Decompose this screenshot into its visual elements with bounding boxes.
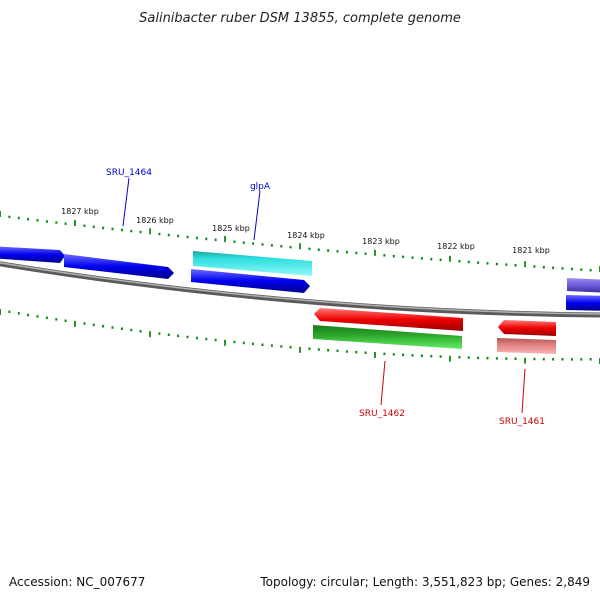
scale-labels: 1827 kbp 1826 kbp 1825 kbp 1824 kbp 1823… xyxy=(61,207,550,255)
scale-label: 1825 kbp xyxy=(212,224,250,233)
scale-label: 1824 kbp xyxy=(287,231,325,240)
reverse-gene-arrow[interactable] xyxy=(498,320,556,336)
gene-label-sru-1462[interactable]: SRU_1462 xyxy=(359,409,405,419)
reverse-gene-arrow[interactable] xyxy=(314,308,463,331)
forward-gene-arrow[interactable] xyxy=(0,246,65,263)
scale-label: 1822 kbp xyxy=(437,242,475,251)
cyan-feature[interactable] xyxy=(193,251,312,276)
label-leader-line xyxy=(521,368,526,414)
forward-gene-arrow[interactable] xyxy=(64,254,174,279)
outer-scale-ticks xyxy=(0,211,600,272)
chromosome-backbone-highlight xyxy=(0,262,600,315)
label-leader-line xyxy=(253,190,261,241)
chromosome-backbone xyxy=(0,261,600,318)
gene-label-sru-1461[interactable]: SRU_1461 xyxy=(499,417,545,427)
forward-gene-arrow[interactable] xyxy=(566,295,600,311)
page-title: Salinibacter ruber DSM 13855, complete g… xyxy=(139,11,461,26)
accession-text: Accession: NC_007677 xyxy=(9,575,145,589)
gene-label-sru-1464[interactable]: SRU_1464 xyxy=(106,168,152,178)
scale-label: 1827 kbp xyxy=(61,207,99,216)
scale-label: 1823 kbp xyxy=(362,237,400,246)
label-leader-line xyxy=(380,360,386,406)
purple-feature[interactable] xyxy=(567,278,600,293)
gene-label-glpa[interactable]: glpA xyxy=(250,182,271,192)
label-leader-line xyxy=(122,177,130,227)
forward-gene-arrow[interactable] xyxy=(191,269,310,293)
scale-label: 1826 kbp xyxy=(136,216,174,225)
inner-scale-ticks xyxy=(0,309,600,364)
scale-label: 1821 kbp xyxy=(512,246,550,255)
green-feature[interactable] xyxy=(313,325,462,349)
pink-feature[interactable] xyxy=(497,338,556,354)
genome-summary-text: Topology: circular; Length: 3,551,823 bp… xyxy=(259,575,590,589)
